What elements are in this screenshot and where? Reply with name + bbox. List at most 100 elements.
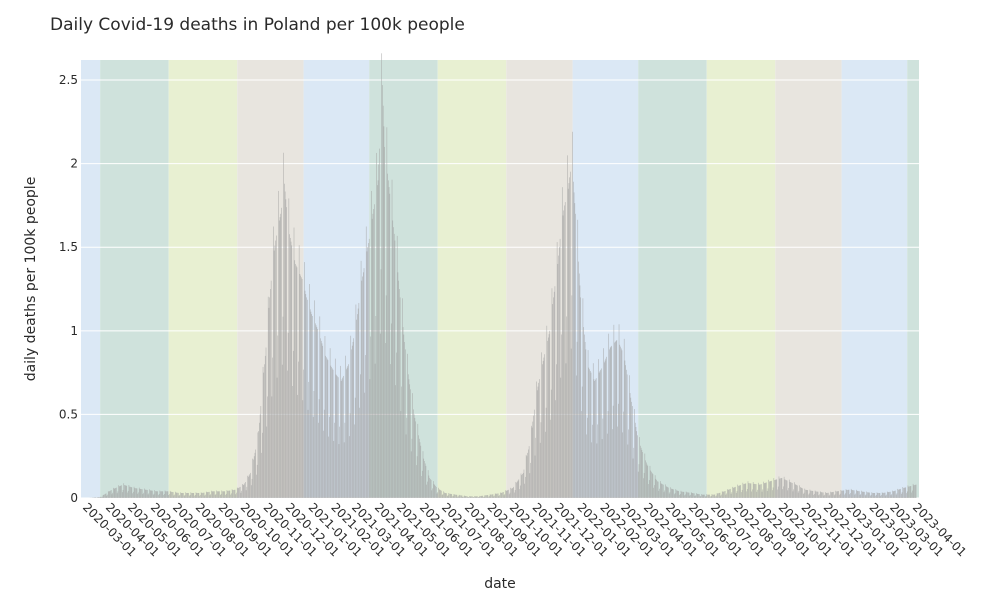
bar [443,494,444,498]
bar [304,262,305,498]
bar [793,491,794,498]
bar [318,423,319,498]
bar [188,493,189,498]
bar [760,484,761,498]
bar [414,414,415,498]
bar [224,491,225,498]
bar [549,334,550,498]
bar [512,488,513,498]
bar [149,489,150,498]
bar [760,485,761,498]
bar [569,177,570,498]
bar [656,479,657,498]
bar [382,85,383,498]
bar [298,362,299,498]
bar [204,493,205,498]
bar [821,492,822,498]
bar [220,495,221,498]
bar [908,485,909,498]
bar [239,487,240,498]
bar [849,490,850,498]
bar [717,493,718,498]
bar [881,495,882,498]
bar [398,281,399,498]
bar [813,491,814,498]
bar [368,243,369,498]
bar [600,371,601,498]
bar [830,492,831,498]
bar [218,491,219,498]
bar [332,368,333,498]
bar [561,335,562,498]
bar [667,487,668,498]
bar [446,493,447,498]
bar [202,493,203,498]
bar [351,349,352,498]
bar [802,488,803,498]
bar [519,489,520,498]
bar [493,494,494,498]
bar [833,492,834,498]
bar [599,373,600,498]
bar [824,495,825,498]
bar [417,456,418,498]
bar [639,437,640,498]
bar [118,491,119,498]
bar [625,365,626,498]
season-band-winter [842,60,908,498]
bar [688,492,689,498]
season-band-summer [707,60,776,498]
bar [759,485,760,498]
bar [143,493,144,498]
bar [148,494,149,498]
bar [796,485,797,498]
bar [402,298,403,498]
bar [410,389,411,498]
bar [701,496,702,498]
bar [524,484,525,498]
bar [191,493,192,498]
bar [856,490,857,498]
bar [661,483,662,498]
bar [830,495,831,498]
bar [729,489,730,498]
bar [571,349,572,498]
bar [794,482,795,498]
bar [432,488,433,498]
bar [756,484,757,498]
bar [310,309,311,498]
bar [166,491,167,498]
bar [540,443,541,498]
bar [320,338,321,498]
bar [361,261,362,498]
bar [783,486,784,498]
bar [784,477,785,498]
bar [727,489,728,498]
bar [230,491,231,498]
bar [160,491,161,498]
bar [293,351,294,498]
bar [535,438,536,498]
bar [445,493,446,498]
bar [865,495,866,498]
bar [275,241,276,498]
bar [867,492,868,498]
bar [554,292,555,498]
y-tick-label: 2.5 [59,73,78,87]
bar [192,493,193,498]
bar [474,497,475,498]
y-axis-label: daily deaths per 100k people [23,177,39,382]
bar [193,493,194,498]
bar [886,495,887,498]
bar [583,327,584,498]
bar [652,473,653,498]
bar [308,410,309,498]
bar [538,383,539,498]
bar [421,476,422,498]
bar [703,495,704,498]
bar [432,490,433,498]
bar [868,492,869,498]
bar [408,374,409,498]
bar [766,482,767,498]
bar [684,495,685,498]
